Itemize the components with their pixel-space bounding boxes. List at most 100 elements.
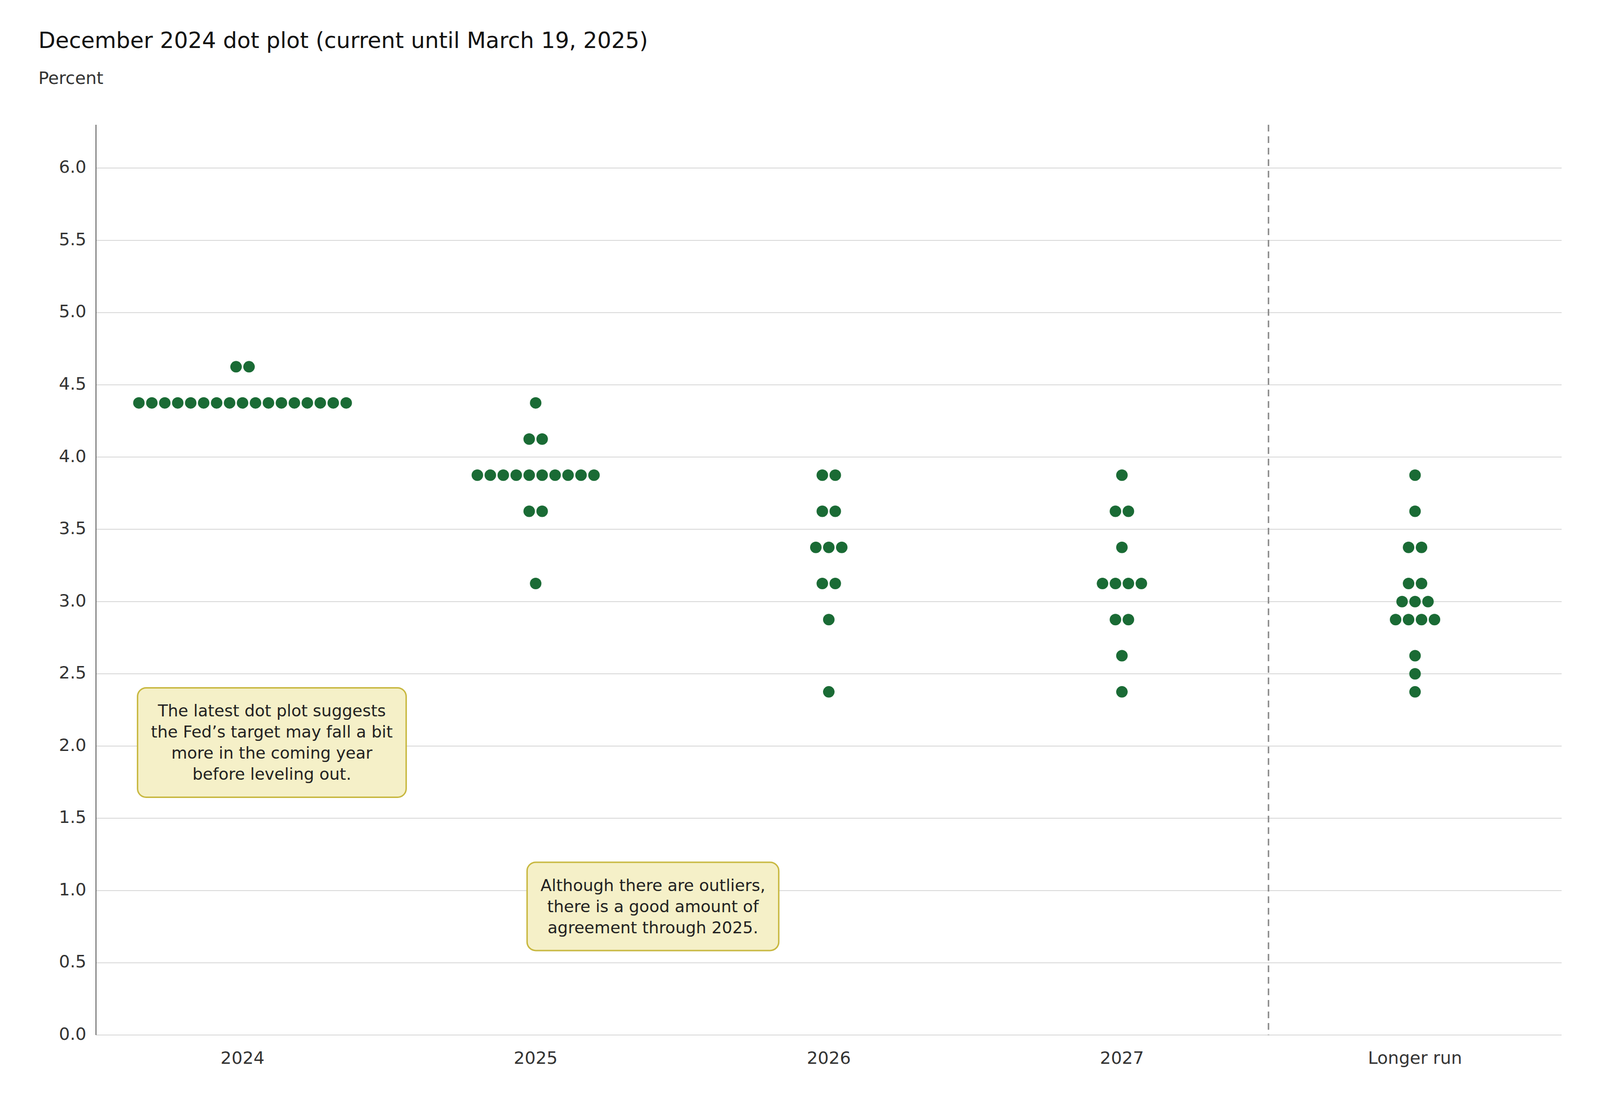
separator — [1267, 124, 1270, 1036]
annotation-line: agreement through 2025. — [547, 918, 759, 938]
dot — [236, 397, 249, 409]
dot — [1389, 613, 1402, 626]
dot — [829, 469, 842, 481]
annotation-line: The latest dot plot suggests — [157, 701, 386, 721]
dot — [288, 397, 300, 409]
dot — [145, 397, 158, 409]
dot — [823, 686, 835, 698]
chart: 0.00.51.01.52.02.53.03.54.04.55.05.56.02… — [0, 0, 1600, 1107]
y-tick-label: 0.5 — [59, 951, 87, 972]
annotation-text: The latest dot plot suggeststhe Fed’s ta… — [151, 701, 394, 784]
dot — [1409, 686, 1421, 698]
dot — [816, 469, 829, 481]
dot — [523, 469, 536, 481]
dot — [536, 433, 549, 445]
dot — [197, 397, 210, 409]
dot — [529, 397, 542, 409]
grid-line — [95, 167, 1562, 169]
dot — [1415, 613, 1428, 626]
dot — [1109, 505, 1122, 517]
dot — [816, 505, 829, 517]
y-tick-label: 2.0 — [59, 735, 87, 755]
dot — [1402, 613, 1415, 626]
y-axis-label: Percent — [38, 68, 104, 88]
dot — [1135, 577, 1147, 590]
y-tick-label: 4.5 — [59, 373, 87, 394]
y-tick-label: 5.5 — [59, 229, 87, 250]
dot — [536, 469, 549, 481]
dot — [823, 541, 835, 554]
dot — [810, 541, 822, 554]
grid — [95, 167, 1562, 1036]
dot — [1422, 596, 1434, 608]
dot — [1415, 541, 1428, 554]
y-tick-label: 2.5 — [59, 662, 87, 683]
dot — [1122, 505, 1135, 517]
dot — [549, 469, 562, 481]
dot — [1428, 613, 1441, 626]
x-tick-label: Longer run — [1368, 1048, 1463, 1068]
dot — [1116, 541, 1128, 554]
y-tick-label: 3.0 — [59, 590, 87, 611]
dot — [829, 505, 842, 517]
dot — [1409, 668, 1421, 680]
x-tick-label: 2027 — [1099, 1048, 1145, 1068]
dots — [132, 360, 1441, 698]
dot — [1402, 577, 1415, 590]
y-tick-label: 6.0 — [59, 156, 87, 177]
dot — [275, 397, 287, 409]
dot — [823, 613, 835, 626]
dot — [1409, 505, 1421, 517]
dot — [171, 397, 184, 409]
x-axis: 2024202520262027Longer run — [220, 1048, 1463, 1068]
annotation-box — [137, 687, 407, 798]
grid-line — [95, 528, 1562, 530]
y-tick-label: 1.0 — [59, 879, 87, 900]
grid-line — [95, 601, 1562, 603]
grid-line — [95, 1034, 1562, 1036]
dot — [1409, 650, 1421, 662]
dot — [243, 360, 255, 373]
dot — [1109, 577, 1122, 590]
dot — [230, 360, 242, 373]
annotation-line: the Fed’s target may fall a bit — [151, 722, 394, 742]
dot — [510, 469, 523, 481]
dot — [562, 469, 574, 481]
dot — [1402, 541, 1415, 554]
dot — [523, 433, 536, 445]
annotation-line: before leveling out. — [192, 764, 352, 784]
dot — [497, 469, 510, 481]
dot — [132, 397, 145, 409]
grid-line — [95, 456, 1562, 458]
dot — [210, 397, 223, 409]
annotation-text: Although there are outliers,there is a g… — [540, 875, 765, 938]
dot — [223, 397, 236, 409]
annotation-line: there is a good amount of — [547, 896, 760, 917]
dot — [1409, 596, 1421, 608]
dot — [314, 397, 326, 409]
page: {"chart_data": { "type": "dot", "title":… — [0, 0, 1600, 1107]
dot — [1415, 577, 1428, 590]
dot — [262, 397, 275, 409]
dot — [1409, 469, 1421, 481]
dot — [588, 469, 600, 481]
dot — [835, 541, 848, 554]
grid-line — [95, 962, 1562, 964]
y-tick-label: 5.0 — [59, 301, 87, 322]
y-axis-line — [95, 124, 97, 1036]
dot — [536, 505, 549, 517]
dot — [327, 397, 339, 409]
annotation: Although there are outliers,there is a g… — [526, 862, 779, 951]
y-tick-label: 3.5 — [59, 518, 87, 538]
grid-line — [95, 384, 1562, 386]
dot — [1109, 613, 1122, 626]
annotation-line: more in the coming year — [171, 743, 373, 763]
grid-line — [95, 239, 1562, 241]
dot — [158, 397, 171, 409]
dot — [575, 469, 587, 481]
dot — [1122, 613, 1135, 626]
y-tick-label: 1.5 — [59, 807, 87, 827]
dot — [1116, 469, 1128, 481]
grid-line — [95, 673, 1562, 675]
dot — [471, 469, 484, 481]
